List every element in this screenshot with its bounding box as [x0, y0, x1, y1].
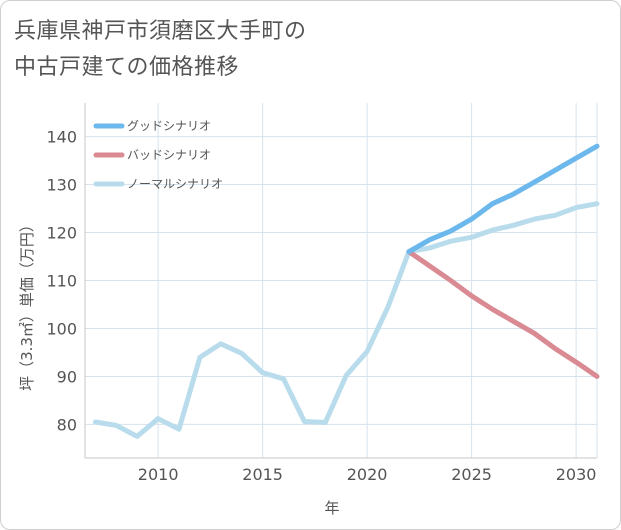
y-tick-label: 110 — [46, 272, 77, 291]
x-tick-label: 2025 — [451, 465, 492, 484]
chart-series — [92, 143, 600, 439]
y-tick-label: 80 — [57, 415, 77, 434]
y-axis-label: 坪（3.3㎡）単価（万円） — [18, 217, 36, 391]
y-tick-label: 130 — [46, 176, 77, 195]
chart-grid — [85, 103, 597, 458]
y-tick-label: 90 — [57, 367, 77, 386]
series-line-bad — [406, 249, 600, 379]
legend-label: グッドシナリオ — [127, 119, 211, 133]
x-tick-label: 2010 — [138, 465, 179, 484]
series-line-normal — [92, 201, 600, 439]
chart-title: 兵庫県神戸市須磨区大手町の 中古戸建ての価格推移 — [14, 14, 307, 86]
y-tick-label: 120 — [46, 224, 77, 243]
x-axis-label: 年 — [324, 499, 339, 517]
series-line-good — [406, 143, 600, 255]
chart-axes — [84, 103, 598, 459]
y-tick-label: 100 — [46, 319, 77, 338]
legend-label: バッドシナリオ — [127, 148, 211, 162]
chart-title-line1: 兵庫県神戸市須磨区大手町の — [14, 19, 307, 44]
chart-title-line2: 中古戸建ての価格推移 — [14, 55, 240, 80]
legend-label: ノーマルシナリオ — [127, 177, 223, 191]
chart-tick-labels: 80 90 100 110 120 130 140 2010 2015 2020 2025 2030 — [46, 128, 596, 484]
x-tick-label: 2020 — [347, 465, 388, 484]
y-tick-label: 140 — [46, 128, 77, 147]
x-tick-label: 2030 — [556, 465, 597, 484]
x-tick-label: 2015 — [242, 465, 283, 484]
